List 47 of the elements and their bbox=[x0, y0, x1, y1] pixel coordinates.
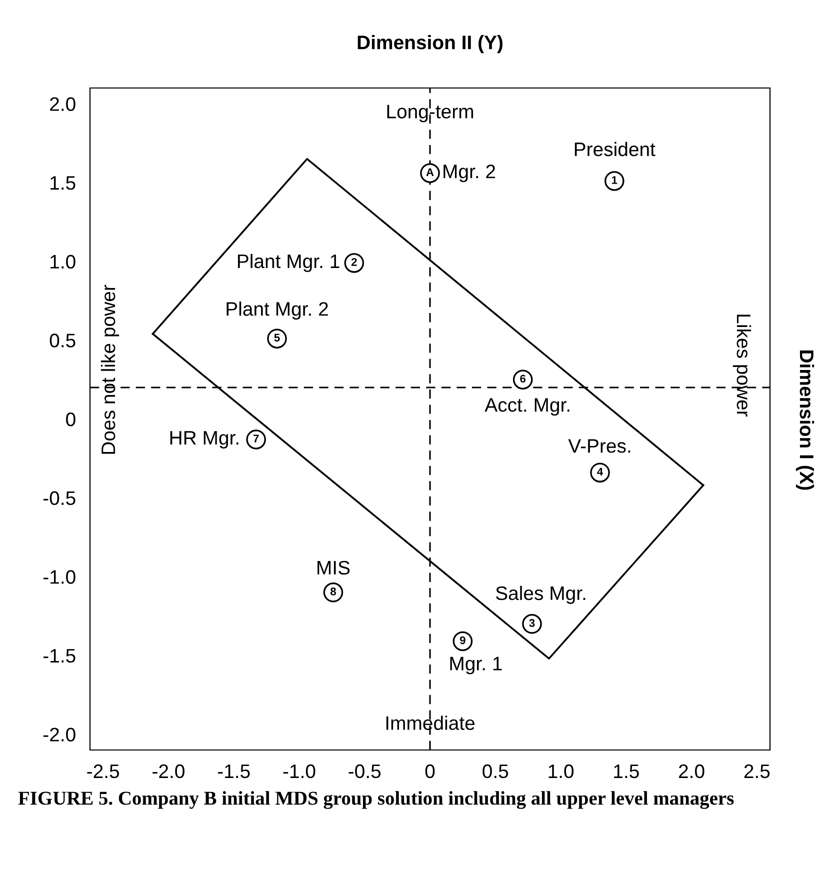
x-tick-label: 2.0 bbox=[679, 764, 704, 778]
y-tick-label: 2.0 bbox=[50, 97, 76, 111]
annotation: A bbox=[426, 168, 434, 176]
annotation: 4 bbox=[597, 468, 604, 476]
x-tick-label: -1.0 bbox=[283, 764, 316, 778]
x-tick-label: 2.5 bbox=[744, 764, 770, 778]
annotation: 6 bbox=[520, 374, 526, 383]
x-tick-label: -2.5 bbox=[87, 764, 120, 778]
annotation: 8 bbox=[330, 587, 336, 596]
y-tick-label: -1.0 bbox=[43, 570, 76, 584]
text: Dimension I (X) bbox=[796, 350, 814, 490]
y-tick-label: -2.0 bbox=[43, 728, 76, 742]
x-tick-label: 0 bbox=[425, 764, 435, 778]
annotation: Likes power bbox=[732, 314, 752, 417]
annotation: 2 bbox=[351, 258, 357, 266]
series-label: President bbox=[574, 142, 656, 156]
x-tick-label: -0.5 bbox=[348, 764, 381, 778]
series-label: HR Mgr. bbox=[170, 431, 238, 449]
x-tick-label: 1.5 bbox=[614, 764, 639, 778]
series-label: Mgr. 2 bbox=[444, 164, 496, 182]
annotation: Immediate bbox=[386, 716, 475, 730]
series-label: Acct. Mgr. bbox=[484, 398, 570, 416]
series-label: V-Pres. bbox=[568, 439, 630, 453]
x-tick-label: 0.5 bbox=[482, 764, 508, 778]
annotation: 7 bbox=[253, 434, 259, 442]
y-tick-label: 1.0 bbox=[50, 254, 76, 269]
annotation: 5 bbox=[274, 334, 280, 342]
y-tick-label: -1.5 bbox=[43, 649, 76, 663]
y-tick-label: 0.5 bbox=[50, 334, 76, 348]
series-label: MIS bbox=[318, 560, 350, 575]
y-tick-label: 0 bbox=[66, 412, 76, 426]
series-label: Mgr. 1 bbox=[450, 656, 502, 674]
y-tick-label: 1.5 bbox=[50, 176, 76, 190]
series-label: Plant Mgr. 1 bbox=[238, 254, 340, 272]
series-label: Sales Mgr. bbox=[496, 586, 586, 604]
caption: FIGURE 5. Company B initial MDS group solution including all upper level managers bbox=[18, 791, 734, 809]
annotation: 3 bbox=[529, 619, 535, 627]
x-tick-label: 1.0 bbox=[548, 764, 574, 778]
chart-title: Dimension II (Y) bbox=[358, 35, 502, 54]
annotation: 1 bbox=[612, 176, 618, 184]
y-tick-label: -0.5 bbox=[43, 491, 76, 506]
annotation: Long-term bbox=[387, 104, 474, 122]
x-tick-label: -2.0 bbox=[152, 764, 184, 778]
annotation: 9 bbox=[460, 636, 466, 644]
x-tick-label: -1.5 bbox=[218, 764, 250, 778]
annotation: Does not like power bbox=[100, 284, 120, 454]
series-label: Plant Mgr. 2 bbox=[226, 302, 328, 320]
